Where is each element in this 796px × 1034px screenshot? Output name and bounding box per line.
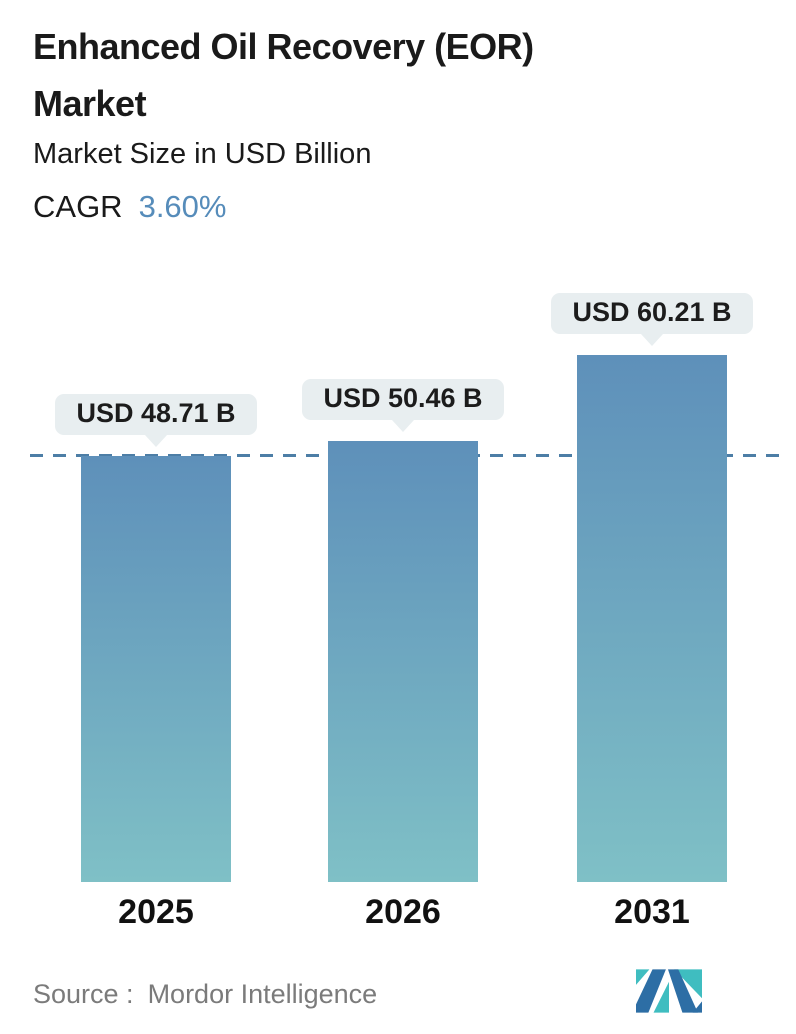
source-value: Mordor Intelligence bbox=[147, 979, 378, 1009]
source-label: Source : bbox=[33, 979, 134, 1009]
x-axis-label-2026: 2026 bbox=[365, 893, 441, 931]
bar-group-2031: USD 60.21 B 2031 bbox=[551, 293, 753, 931]
value-label-bubble-2026: USD 50.46 B bbox=[302, 379, 504, 420]
value-label-bubble-2025: USD 48.71 B bbox=[55, 394, 257, 435]
page-title: Enhanced Oil Recovery (EOR) Market bbox=[33, 18, 534, 132]
mordor-intelligence-logo-icon bbox=[636, 969, 702, 1013]
cagr-row: CAGR 3.60% bbox=[33, 189, 226, 225]
chart-subtitle: Market Size in USD Billion bbox=[33, 138, 372, 170]
bar-2026 bbox=[328, 441, 478, 882]
value-label-2031: USD 60.21 B bbox=[572, 297, 732, 327]
bar-group-2025: USD 48.71 B 2025 bbox=[55, 394, 257, 931]
title-line-1: Enhanced Oil Recovery (EOR) bbox=[33, 26, 534, 67]
x-axis-label-2031: 2031 bbox=[614, 893, 690, 931]
bar-2031 bbox=[577, 355, 727, 882]
source-attribution: Source : Mordor Intelligence bbox=[33, 979, 377, 1010]
cagr-label: CAGR bbox=[33, 189, 123, 224]
cagr-value: 3.60% bbox=[138, 189, 227, 224]
x-axis-label-2025: 2025 bbox=[118, 893, 194, 931]
value-label-2025: USD 48.71 B bbox=[76, 398, 236, 428]
bar-2025 bbox=[81, 456, 231, 882]
value-label-bubble-2031: USD 60.21 B bbox=[551, 293, 753, 334]
bar-group-2026: USD 50.46 B 2026 bbox=[302, 379, 504, 931]
value-label-2026: USD 50.46 B bbox=[323, 383, 483, 413]
title-line-2: Market bbox=[33, 83, 147, 124]
